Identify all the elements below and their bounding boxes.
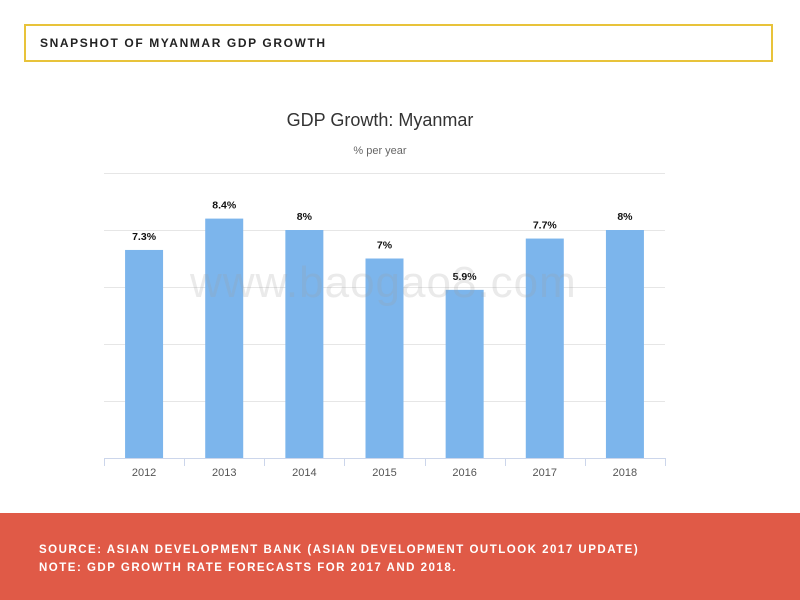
- bar-2014: [285, 230, 324, 458]
- header-box: SNAPSHOT OF MYANMAR GDP GROWTH: [24, 24, 773, 62]
- source-note: SOURCE: ASIAN DEVELOPMENT BANK (ASIAN DE…: [39, 544, 640, 556]
- bar-chart: GDP Growth: Myanmar % per year 7.3% 8.4% 8…: [104, 110, 666, 479]
- chart-subtitle: % per year: [353, 145, 407, 157]
- x-tick-label-2018: 2018: [613, 467, 637, 479]
- x-axis: 2012 2013 2014 2015 2016 2017 2018: [104, 458, 666, 479]
- bar-2016: [445, 289, 484, 458]
- footer: SOURCE: ASIAN DEVELOPMENT BANK (ASIAN DE…: [0, 513, 800, 600]
- x-tick-label-2017: 2017: [533, 467, 557, 479]
- x-tick-label-2013: 2013: [212, 467, 236, 479]
- x-tick-label-2016: 2016: [452, 467, 476, 479]
- bars: [125, 218, 644, 458]
- data-label-2016: 5.9%: [453, 271, 478, 283]
- x-tick-label-2012: 2012: [132, 467, 156, 479]
- bar-2017: [525, 238, 564, 458]
- data-label-2017: 7.7%: [533, 220, 558, 232]
- bar-2013: [205, 218, 244, 458]
- forecast-note: NOTE: GDP GROWTH RATE FORECASTS FOR 2017…: [39, 562, 457, 574]
- data-label-2014: 8%: [297, 211, 313, 223]
- data-label-2018: 8%: [617, 211, 633, 223]
- page-title: SNAPSHOT OF MYANMAR GDP GROWTH: [40, 36, 327, 50]
- data-label-2012: 7.3%: [132, 231, 157, 243]
- data-labels: 7.3% 8.4% 8% 7% 5.9% 7.7% 8%: [132, 200, 633, 283]
- data-label-2015: 7%: [377, 240, 393, 252]
- x-tick-label-2015: 2015: [372, 467, 396, 479]
- chart-area: GDP Growth: Myanmar % per year 7.3% 8.4% 8…: [0, 95, 800, 495]
- chart-title: GDP Growth: Myanmar: [287, 110, 474, 130]
- data-label-2013: 8.4%: [212, 200, 237, 212]
- bar-2018: [605, 230, 644, 458]
- bar-2012: [125, 249, 164, 458]
- bar-2015: [365, 258, 404, 458]
- x-tick-label-2014: 2014: [292, 467, 316, 479]
